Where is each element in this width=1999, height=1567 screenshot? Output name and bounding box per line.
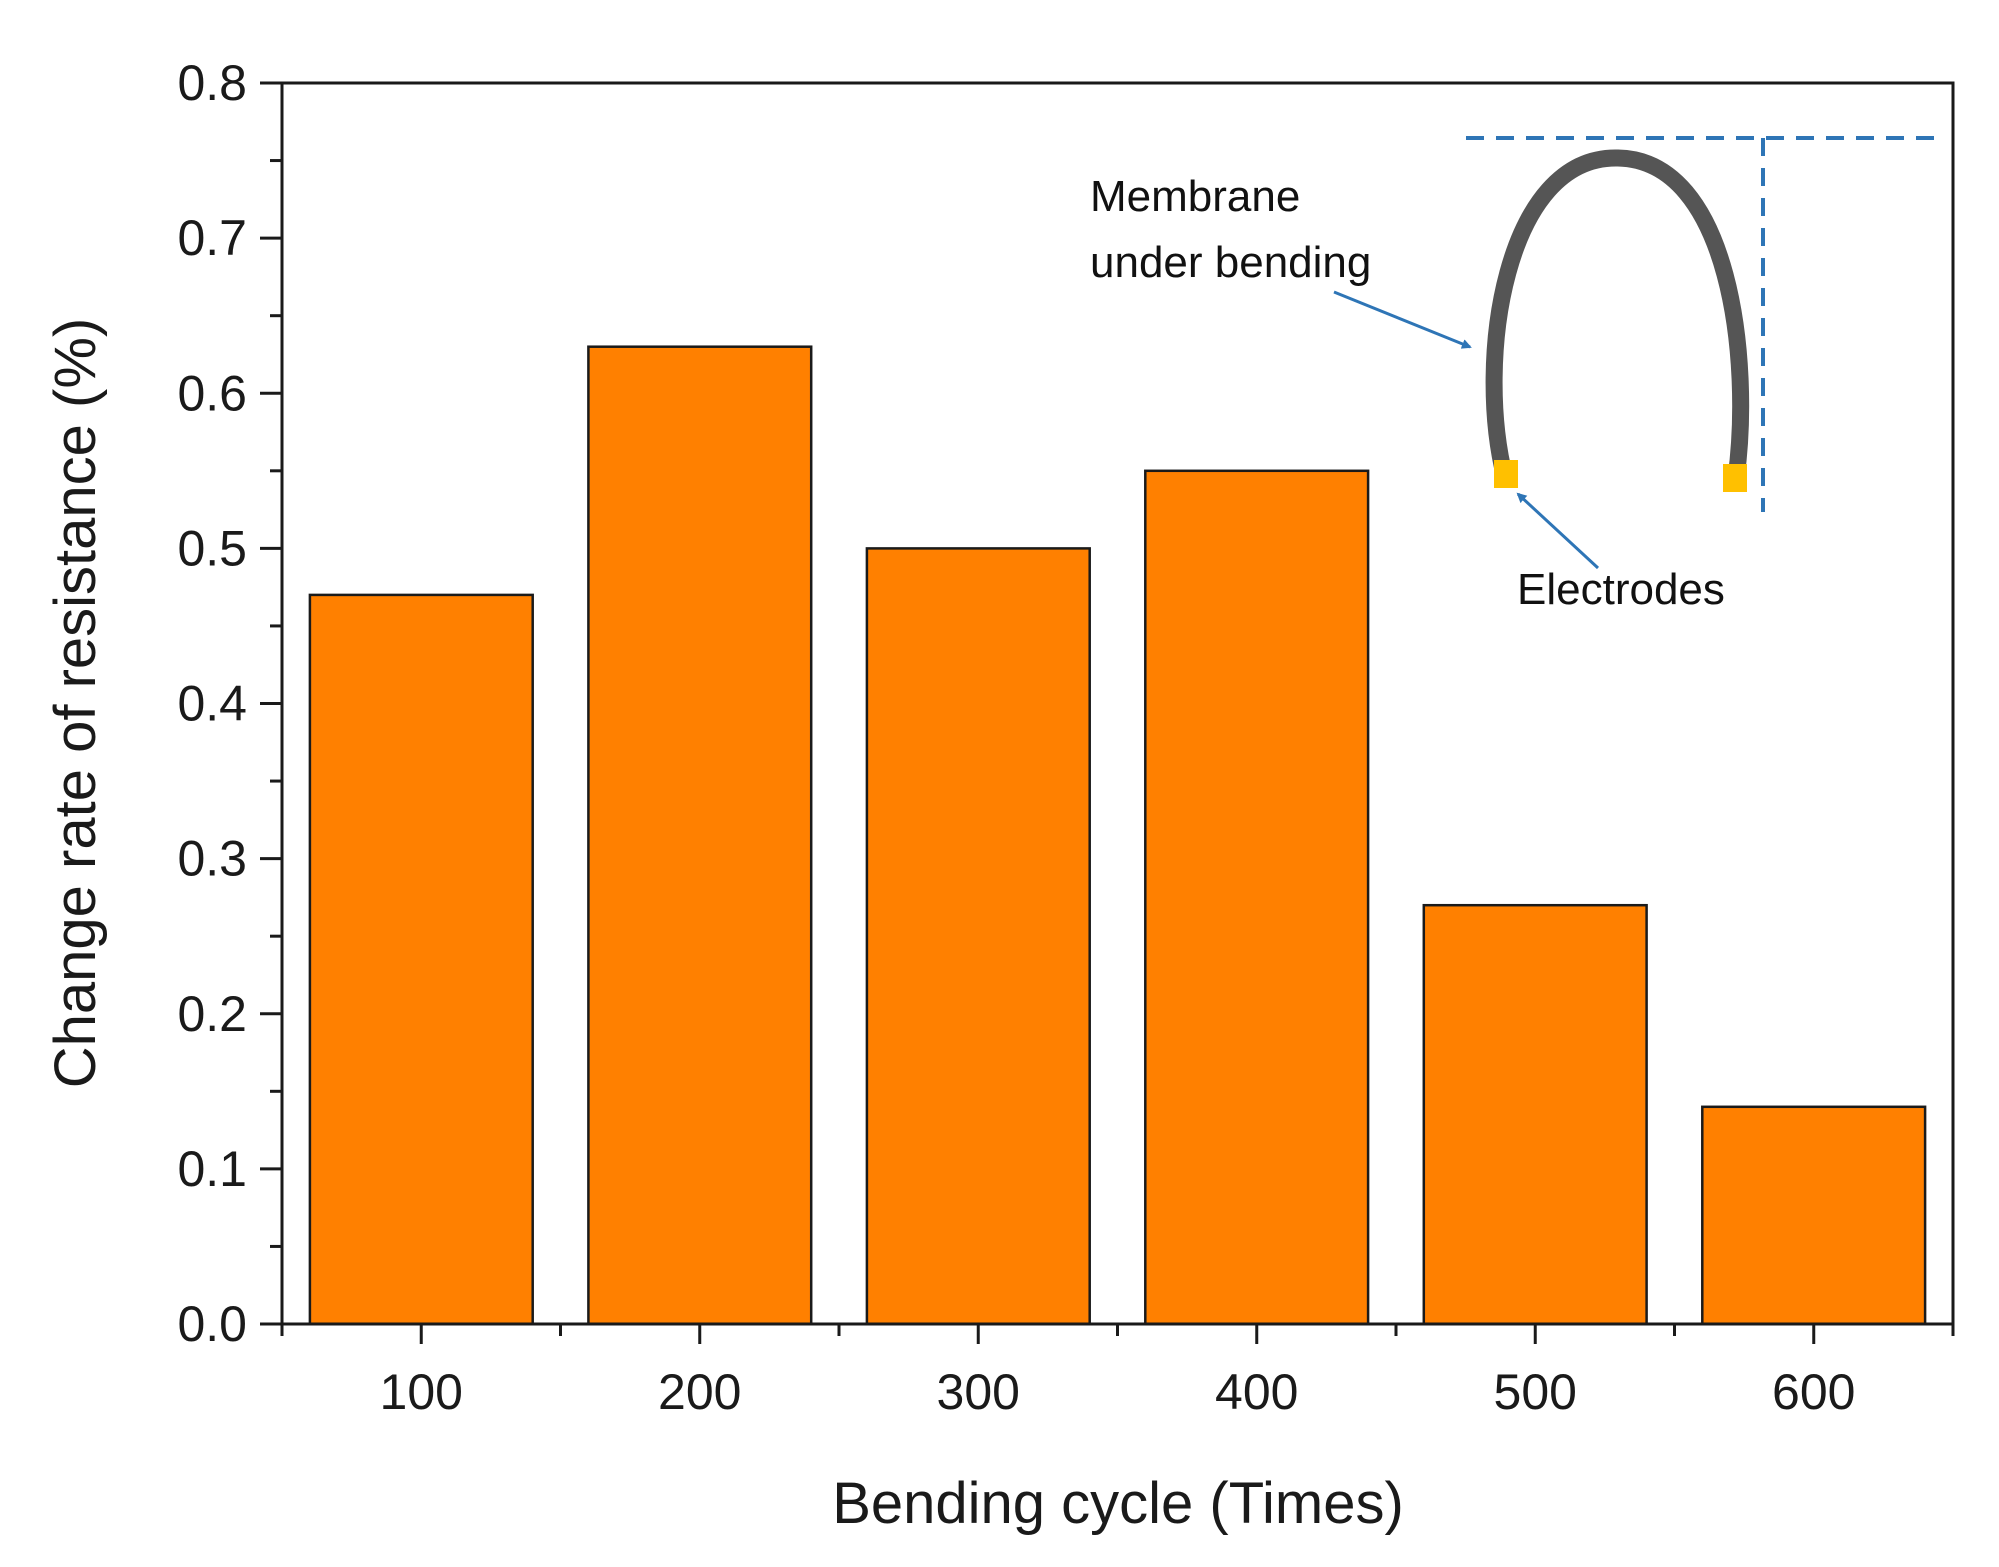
y-tick-label: 0.1 (177, 1141, 247, 1197)
y-tick-label: 0.2 (177, 986, 247, 1042)
electrode-arrow (1516, 492, 1600, 570)
y-tick-label: 0.8 (177, 55, 247, 111)
inset-illustration: Membrane under bending Electrodes (1090, 136, 1943, 614)
bar-500 (1422, 903, 1648, 1326)
x-axis-title: Bending cycle (Times) (832, 1471, 1404, 1536)
left-electrode (1494, 460, 1518, 488)
bar-400 (1144, 469, 1370, 1326)
y-tick-label: 0.3 (177, 831, 247, 887)
x-tick-label: 300 (937, 1364, 1020, 1420)
membrane-label-line2: under bending (1090, 238, 1371, 287)
x-tick-label: 600 (1772, 1364, 1855, 1420)
electrodes-label: Electrodes (1517, 565, 1725, 614)
x-tick-label: 200 (658, 1364, 741, 1420)
y-tick-label: 0.4 (177, 676, 247, 732)
bars-group (308, 345, 1927, 1326)
y-tick-label: 0.7 (177, 210, 247, 266)
membrane-label-line1: Membrane (1090, 172, 1300, 221)
right-electrode (1723, 464, 1747, 492)
bar-100 (308, 593, 534, 1326)
bent-membrane-shape (1485, 149, 1750, 487)
y-axis-title: Change rate of resistance (%) (43, 318, 108, 1088)
y-tick-label: 0.5 (177, 520, 247, 576)
bar-600 (1701, 1105, 1927, 1326)
y-tick-label: 0.6 (177, 365, 247, 421)
x-axis-ticks: 100 200 300 400 500 600 (280, 1324, 1955, 1420)
bar-200 (587, 345, 813, 1326)
y-axis-ticks: 0.0 0.1 0.2 0.3 0.4 0.5 0.6 0.7 0.8 (177, 55, 282, 1352)
x-tick-label: 100 (380, 1364, 463, 1420)
bar-300 (865, 547, 1091, 1326)
x-tick-label: 500 (1494, 1364, 1577, 1420)
x-tick-label: 400 (1215, 1364, 1298, 1420)
y-tick-label: 0.0 (177, 1296, 247, 1352)
membrane-arrow (1333, 290, 1472, 349)
